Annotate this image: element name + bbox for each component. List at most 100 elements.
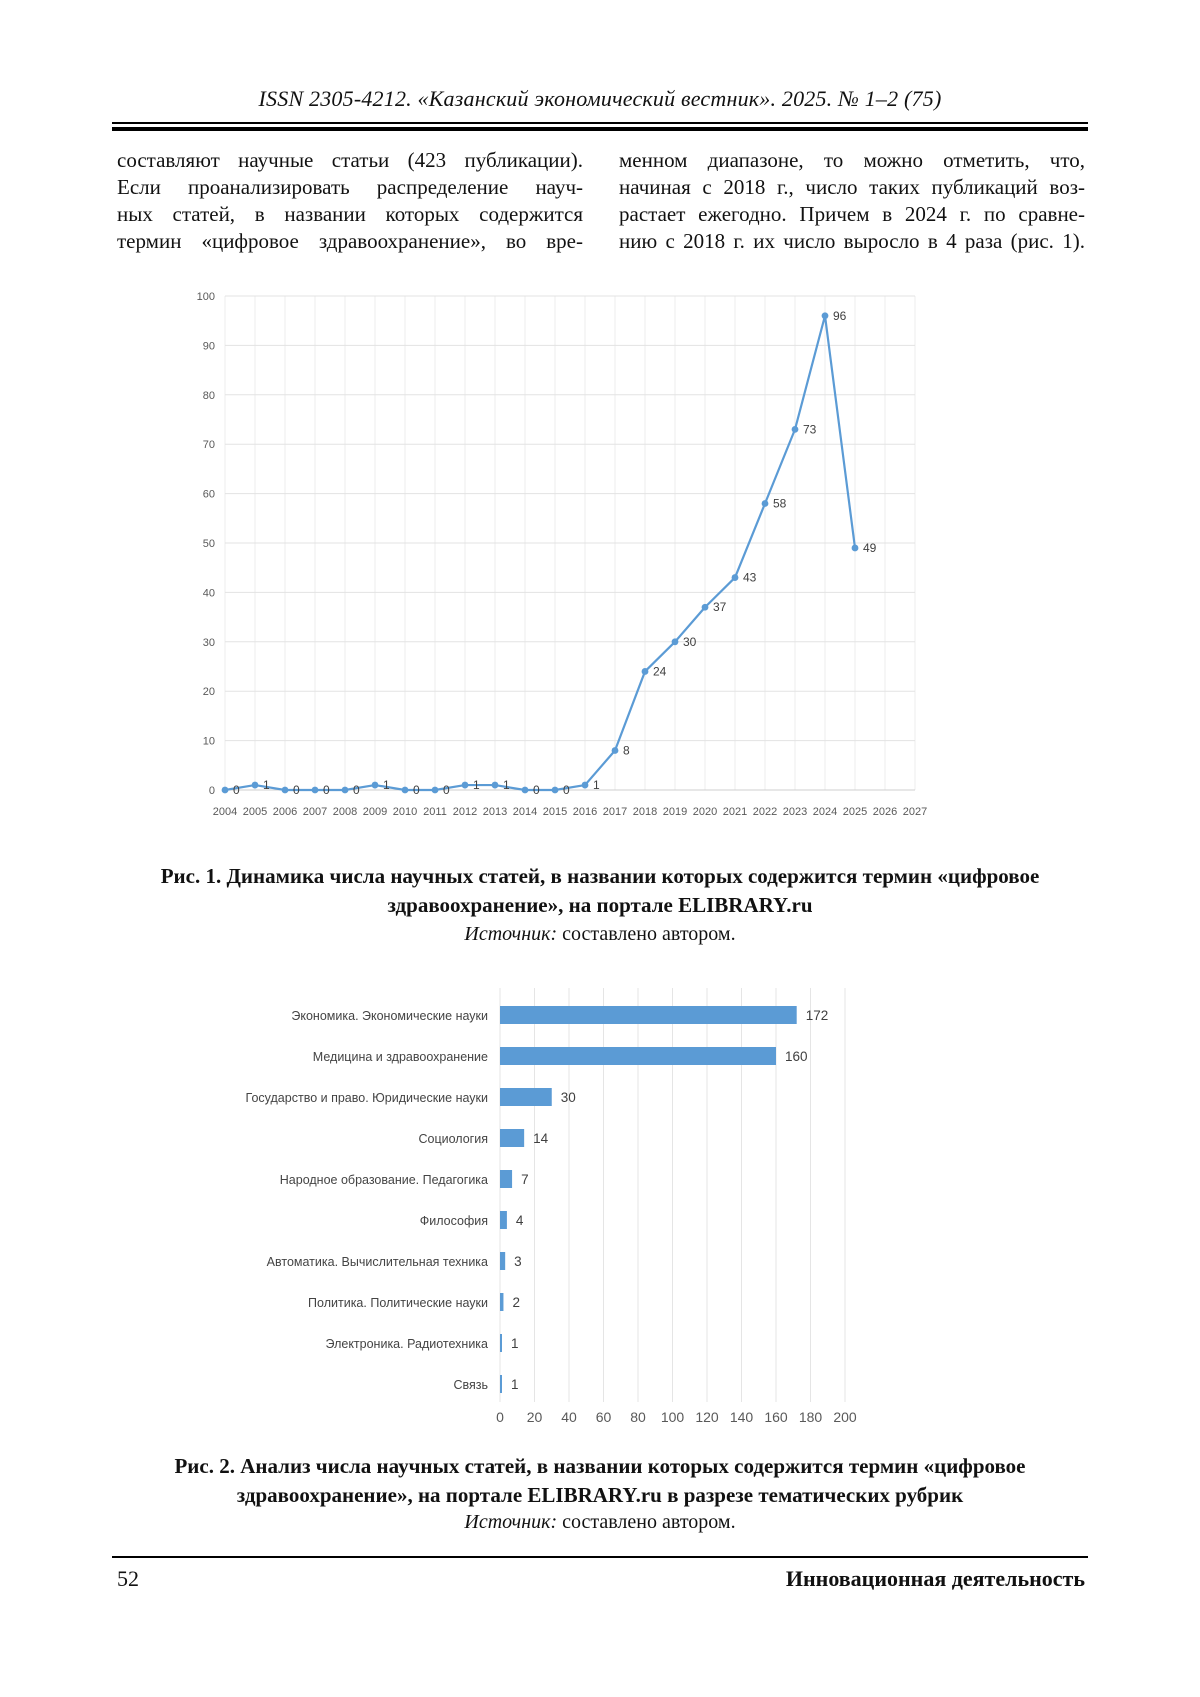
data-point [641,668,649,675]
body-line: термин «цифровое здравоохранение», во вр… [117,229,583,253]
value-label: 172 [806,1008,829,1023]
value-label: 14 [533,1131,549,1146]
body-line: составляют научные статьи (423 публикаци… [117,148,583,172]
data-point [611,747,619,754]
data-point [701,603,709,611]
value-label: 2 [512,1295,520,1310]
data-point [551,786,559,794]
data-label: 49 [863,541,877,555]
data-point [791,425,799,433]
bar [500,1006,797,1024]
x-axis-tick-label: 2012 [453,806,477,818]
x-axis-tick-label: 60 [596,1409,612,1425]
x-axis-tick-label: 2021 [723,806,747,818]
data-label: 1 [593,778,600,792]
data-point [311,786,319,794]
journal-header: ISSN 2305-4212. «Казанский экономический… [258,86,942,111]
data-point [371,781,379,789]
data-label: 0 [293,783,300,797]
y-axis-tick-label: 60 [203,489,215,501]
x-axis-tick-label: 0 [496,1409,504,1425]
figure1-source: Источник: составлено автором. [120,923,1080,946]
x-axis-tick-label: 2005 [243,806,267,818]
data-point [821,312,829,320]
data-point [341,786,349,794]
x-axis-tick-label: 2018 [633,806,657,818]
data-point [761,500,769,507]
data-label: 0 [413,783,420,797]
body-line: менном диапазоне, то можно отметить, что… [619,148,1085,172]
x-axis-tick-label: 2025 [843,806,867,818]
x-axis-tick-label: 2010 [393,806,417,818]
figure1-caption: Рис. 1. Динамика числа научных статей, в… [160,864,1040,917]
data-label: 0 [323,783,330,797]
body-left-column: составляют научные статьи (423 публикаци… [117,147,583,255]
value-label: 1 [511,1336,519,1351]
category-label: Политика. Политические науки [308,1296,488,1310]
body-line: ных статей, в названии которых содержитс… [117,202,583,226]
category-label: Связь [453,1378,488,1392]
data-point [461,781,469,789]
bar-chart-svg: 0 20 40 60 80 100 120 140 160 180 200 Экономика. Эк… [246,988,857,1425]
data-point [431,786,439,794]
data-label: 43 [743,571,757,585]
x-axis-tick-label: 2013 [483,806,507,818]
y-axis-tick-label: 70 [203,439,215,451]
x-axis-tick-label: 140 [730,1409,754,1425]
value-label: 3 [514,1254,522,1269]
bar [500,1334,502,1352]
x-axis-tick-label: 80 [630,1409,646,1425]
source-label: Источник: [464,923,558,945]
category-label: Медицина и здравоохранение [313,1050,488,1064]
y-axis-tick-label: 10 [203,736,215,748]
y-axis-tick-label: 40 [203,587,215,599]
y-axis-tick-label: 50 [203,538,215,550]
x-axis-tick-label: 2016 [573,806,597,818]
data-label: 96 [833,309,847,323]
x-axis-tick-label: 2019 [663,806,687,818]
body-line: нию с 2018 г. их число выросло в 4 раза … [619,229,1085,253]
page-number: 52 [117,1566,139,1591]
data-label: 1 [473,778,480,792]
category-label: Электроника. Радиотехника [326,1337,489,1351]
x-axis-tick-label: 2024 [813,806,837,818]
x-axis-tick-label: 200 [833,1409,857,1425]
figure2-caption: Рис. 2. Анализ числа научных статей, в н… [174,1454,1026,1507]
y-axis-tick-label: 80 [203,390,215,402]
bar [500,1047,776,1065]
body-right-column: менном диапазоне, то можно отметить, что… [619,147,1085,255]
x-axis-tick-label: 160 [764,1409,788,1425]
bar [500,1375,502,1393]
data-label: 1 [263,778,270,792]
data-point [851,544,859,552]
x-axis-tick-label: 20 [527,1409,543,1425]
category-label: Социология [419,1132,489,1146]
value-label: 7 [521,1172,529,1187]
body-line: Если проанализировать распределение науч… [117,175,583,199]
data-label: 0 [443,783,450,797]
data-label: 0 [533,783,540,797]
data-label: 24 [653,664,667,678]
y-axis-tick-label: 30 [203,637,215,649]
data-label: 58 [773,496,787,510]
source-text: составлено автором. [557,923,736,945]
x-axis-tick-label: 180 [799,1409,823,1425]
x-axis-tick-label: 2007 [303,806,327,818]
data-label: 0 [563,783,570,797]
bar [500,1252,506,1270]
figure2-bar-chart: 0 20 40 60 80 100 120 140 160 180 200 Экономика. Эк… [230,960,890,1445]
x-axis-tick-label: 2004 [213,806,237,818]
footer-rule [112,1556,1088,1558]
x-axis-tick-label: 2026 [873,806,897,818]
value-label: 1 [511,1377,519,1392]
value-label: 160 [785,1049,808,1064]
data-label: 0 [353,783,360,797]
series-line [224,314,857,792]
x-axis-tick-label: 2006 [273,806,297,818]
data-label: 73 [803,422,817,436]
x-axis-tick-label: 120 [695,1409,719,1425]
y-axis-tick-label: 90 [203,340,215,352]
x-axis-tick-label: 40 [561,1409,577,1425]
value-label: 30 [561,1090,576,1105]
data-point [521,786,529,794]
